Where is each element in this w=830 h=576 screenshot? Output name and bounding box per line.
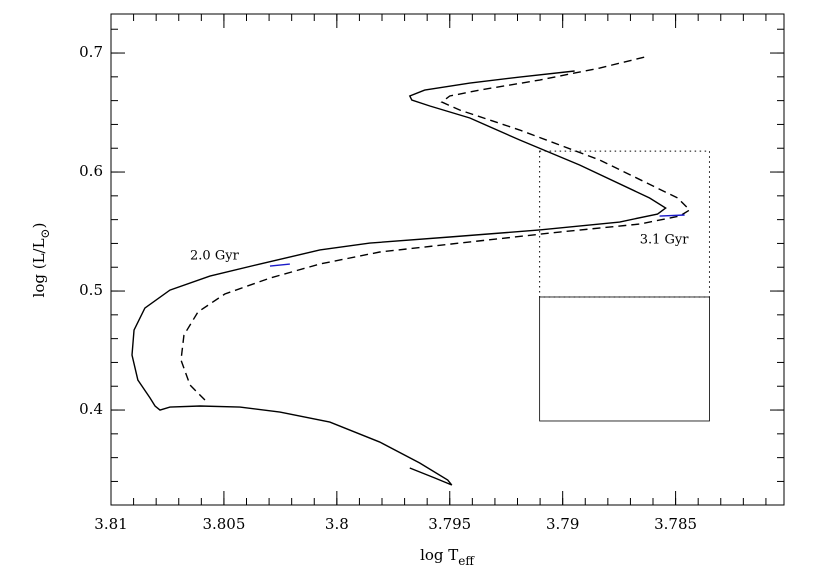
annotation: 3.1 Gyr <box>640 232 690 247</box>
y-tick-label: 0.6 <box>79 162 103 180</box>
y-tick-label: 0.5 <box>79 281 103 299</box>
track-line <box>131 70 667 486</box>
x-tick-label: 3.8 <box>325 515 349 533</box>
x-tick-label: 3.785 <box>654 515 697 533</box>
y-axis-label: log (L/L⊙) <box>30 223 52 298</box>
track-line <box>269 263 290 267</box>
x-axis-label: log Teff <box>420 546 475 568</box>
region-box <box>539 150 710 298</box>
track-line <box>180 56 691 401</box>
y-label-sub: ⊙ <box>38 228 52 238</box>
x-tick-label: 3.81 <box>94 515 127 533</box>
y-label-end: ) <box>30 223 48 229</box>
y-tick-label: 0.4 <box>79 400 103 418</box>
x-label-main: log T <box>420 546 458 564</box>
x-label-sub: eff <box>458 554 475 568</box>
x-tick-label: 3.79 <box>546 515 579 533</box>
track-line <box>659 214 685 217</box>
plot-frame <box>110 13 785 506</box>
y-label-main: log (L/L <box>30 238 48 297</box>
annotation: 2.0 Gyr <box>190 249 240 264</box>
x-tick-label: 3.805 <box>202 515 245 533</box>
y-tick-label: 0.7 <box>79 43 103 61</box>
x-tick-label: 3.795 <box>428 515 471 533</box>
region-box <box>539 296 710 422</box>
